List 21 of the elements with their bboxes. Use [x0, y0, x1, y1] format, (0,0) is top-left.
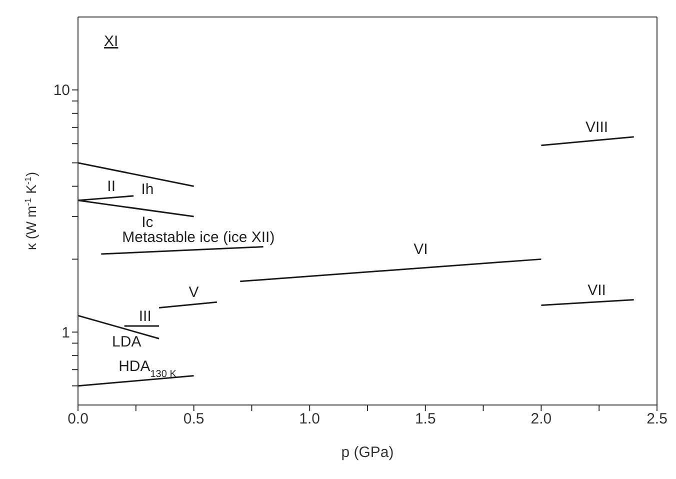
x-tick-label: 2.5 [646, 410, 668, 428]
series-label: VIII [586, 118, 608, 136]
series-label: HDA$_{130 K}$ [118, 358, 177, 380]
series-label: Ih [141, 180, 154, 198]
x-axis-title: p (GPa) [341, 444, 394, 461]
series-label: III [138, 308, 152, 325]
x-tick-label: 0.0 [68, 410, 88, 428]
series-label: VII [588, 282, 606, 299]
series-label: Ic [142, 214, 154, 232]
y-tick-label: 1 [62, 324, 70, 342]
x-tick-label: 1.5 [414, 410, 436, 428]
x-tick-label: 1.0 [299, 410, 320, 428]
annotation: XI [104, 33, 118, 50]
series-label: VI [414, 241, 428, 258]
x-tick-label: 2.0 [530, 410, 552, 428]
series-label: II [107, 178, 116, 195]
x-tick-label: 0.5 [183, 410, 204, 428]
series-label: V [188, 284, 199, 302]
y-tick-label: 10 [53, 82, 70, 100]
series-label: Metastable ice (ice XII) [122, 228, 275, 246]
series-label: LDA [112, 333, 142, 350]
